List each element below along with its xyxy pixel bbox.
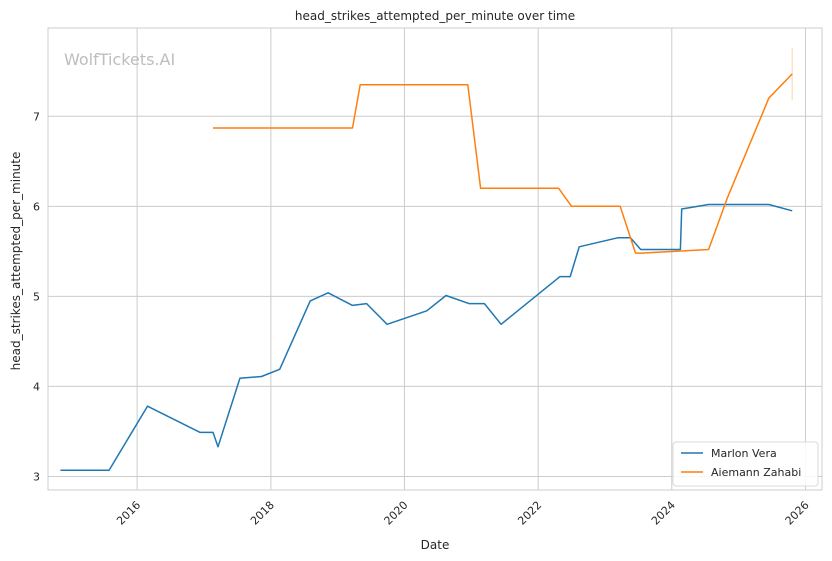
y-tick-label: 3	[33, 470, 40, 483]
y-axis-label: head_strikes_attempted_per_minute	[9, 152, 23, 371]
series-lines	[60, 47, 793, 471]
series-line-0	[60, 203, 793, 471]
y-tick-label: 6	[33, 200, 40, 213]
x-axis-label: Date	[421, 538, 450, 552]
legend-box	[672, 441, 819, 487]
legend-label: Aiemann Zahabi	[711, 466, 801, 479]
y-ticks: 3 4 5 6 7	[33, 110, 40, 483]
y-tick-label: 4	[33, 380, 40, 393]
plot-frame	[47, 27, 823, 491]
legend-label: Marlon Vera	[711, 447, 777, 460]
y-tick-label: 5	[33, 290, 40, 303]
series-line-1	[213, 73, 793, 254]
watermark: WolfTickets.AI	[64, 50, 175, 69]
legend: Marlon Vera Aiemann Zahabi	[672, 441, 819, 487]
chart-title: head_strikes_attempted_per_minute over t…	[295, 9, 575, 23]
y-tick-label: 7	[33, 110, 40, 123]
